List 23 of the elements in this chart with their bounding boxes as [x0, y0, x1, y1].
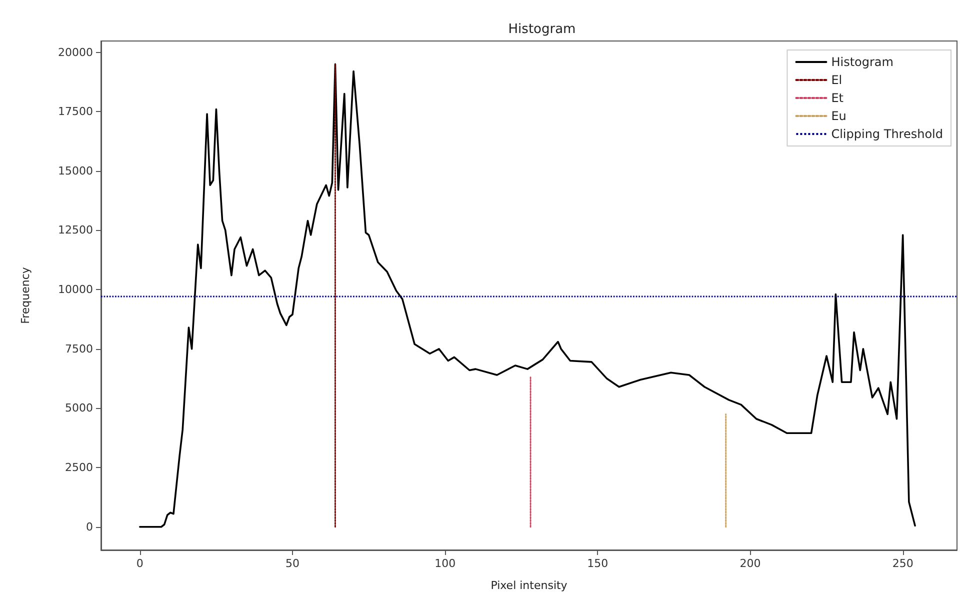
y-tick-label: 2500 — [65, 461, 93, 474]
x-axis-title: Pixel intensity — [490, 579, 568, 592]
x-tick-label: 200 — [740, 557, 761, 570]
y-tick-label: 5000 — [65, 402, 93, 415]
legend-label: Et — [831, 91, 844, 105]
y-tick-label: 12500 — [58, 224, 93, 237]
y-tick-label: 7500 — [65, 342, 93, 356]
x-tick-label: 100 — [434, 557, 456, 570]
y-tick-label: 17500 — [58, 105, 93, 118]
legend-label: El — [831, 73, 842, 87]
legend-label: Clipping Threshold — [831, 127, 944, 141]
x-tick-label: 0 — [136, 557, 144, 570]
chart-title: Histogram — [508, 22, 576, 37]
y-tick-label: 0 — [86, 520, 93, 534]
legend-label: Eu — [831, 109, 846, 123]
legend-label: Histogram — [831, 55, 894, 69]
y-axis-title: Frequency — [19, 266, 32, 324]
y-tick-label: 10000 — [58, 283, 93, 296]
y-tick-label: 15000 — [58, 164, 93, 178]
x-tick-label: 150 — [587, 557, 608, 570]
x-tick-label: 250 — [892, 557, 914, 570]
y-tick-label: 20000 — [58, 46, 93, 59]
x-tick-label: 50 — [285, 557, 300, 570]
